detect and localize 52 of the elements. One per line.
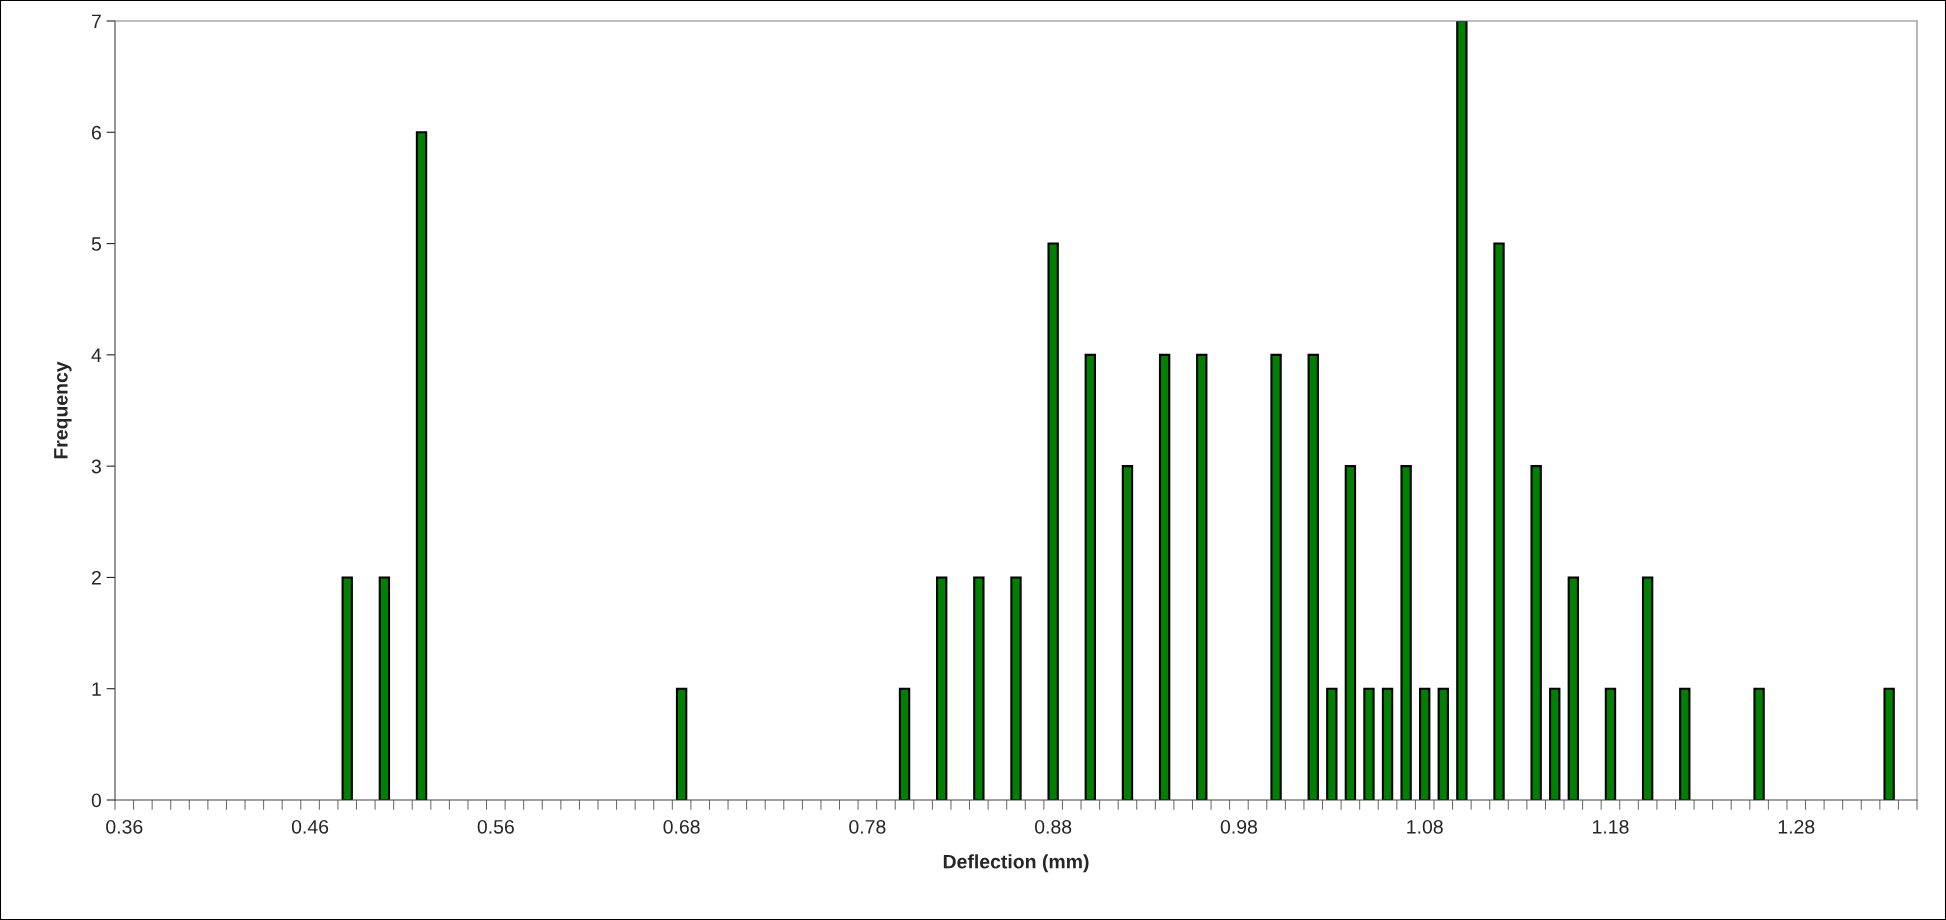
bar [1400, 465, 1412, 800]
bar [1604, 687, 1617, 800]
x-tick-label: 1.28 [1778, 819, 1815, 834]
bar [1084, 353, 1096, 800]
bar [1196, 353, 1208, 800]
bar [675, 687, 688, 800]
x-tick-label: 0.68 [663, 819, 700, 834]
bar [415, 131, 428, 800]
y-tick-label: 3 [91, 459, 101, 474]
y-axis-title: Frequency [54, 361, 72, 459]
bar [1753, 687, 1765, 800]
y-tick-label: 4 [91, 348, 102, 362]
bar [1530, 465, 1542, 800]
bar [1493, 242, 1505, 800]
y-tick-label: 6 [91, 125, 101, 140]
bar [1047, 242, 1059, 800]
y-tick-label: 2 [91, 570, 101, 585]
bar [1641, 576, 1654, 800]
x-tick-label: 1.18 [1593, 819, 1629, 834]
x-tick-label: 0.98 [1220, 819, 1258, 834]
bar [1679, 687, 1691, 800]
x-tick-label: 0.78 [849, 819, 886, 834]
bar [341, 576, 353, 800]
bar [1363, 687, 1375, 800]
bar [1307, 353, 1319, 800]
bar [973, 576, 985, 800]
y-tick-label: 1 [92, 682, 101, 696]
bar [1419, 687, 1431, 800]
bar [1381, 687, 1394, 800]
bar [1270, 353, 1282, 800]
x-tick-label: 0.36 [106, 819, 143, 834]
bar [1567, 576, 1579, 800]
x-tick-label: 0.88 [1034, 819, 1072, 834]
y-tick-label: 0 [91, 793, 102, 808]
bar [1326, 687, 1338, 800]
x-tick-label: 0.46 [291, 819, 329, 834]
bar [378, 576, 391, 800]
bar [1158, 353, 1171, 800]
bar [1456, 21, 1468, 800]
x-tick-label: 0.56 [477, 819, 514, 834]
bar [1121, 465, 1134, 800]
x-tick-label: 1.08 [1407, 819, 1443, 834]
bar [898, 687, 911, 800]
y-tick-label: 5 [91, 237, 101, 251]
bar [1883, 687, 1895, 800]
bar [936, 576, 948, 800]
bar [1010, 576, 1022, 800]
bar [1344, 465, 1357, 800]
x-axis-title: Deflection (mm) [943, 854, 1089, 873]
bar [1549, 687, 1561, 800]
y-tick-label: 7 [91, 14, 101, 29]
bar [1437, 687, 1449, 800]
